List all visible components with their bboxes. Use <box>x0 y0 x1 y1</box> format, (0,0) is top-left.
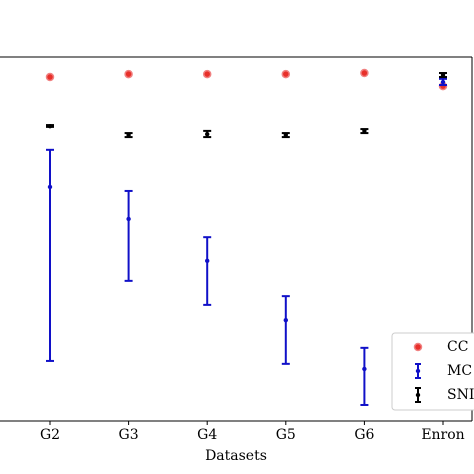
point <box>202 69 212 79</box>
point <box>205 131 210 137</box>
point <box>362 366 367 372</box>
point <box>281 69 291 79</box>
legend-marker <box>415 392 421 398</box>
legend-label: CC <box>447 339 468 355</box>
point <box>47 123 53 129</box>
legend-box <box>391 332 474 411</box>
x-tick-label: G3 <box>119 427 139 443</box>
point <box>440 72 446 78</box>
x-tick-label: Enron <box>421 427 464 443</box>
x-tick-label: G2 <box>40 427 60 443</box>
legend-label: MC <box>447 363 472 379</box>
legend-label: SNI <box>447 387 474 403</box>
point <box>205 258 210 264</box>
point <box>360 68 369 78</box>
x-tick-label: G4 <box>197 427 217 443</box>
point <box>126 216 131 222</box>
legend-marker <box>415 368 421 374</box>
point <box>126 132 131 138</box>
point <box>283 132 288 138</box>
point <box>124 69 133 79</box>
x-axis-label: Datasets <box>205 448 267 464</box>
point <box>440 79 446 85</box>
legend-marker <box>413 342 423 352</box>
point <box>45 72 55 82</box>
x-tick-label: G6 <box>354 427 374 443</box>
point <box>283 317 288 323</box>
x-tick-label: G5 <box>276 427 296 443</box>
point <box>362 128 367 134</box>
point <box>47 184 53 190</box>
